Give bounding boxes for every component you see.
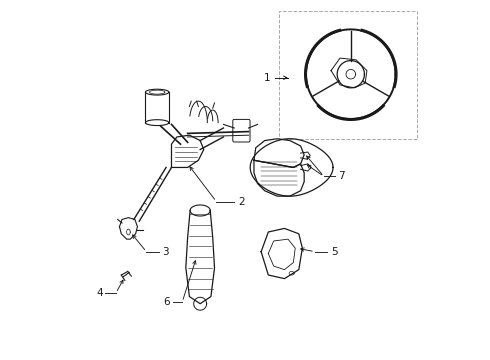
Text: 2: 2	[238, 197, 245, 207]
Text: 5: 5	[331, 247, 338, 257]
Bar	[279, 12, 417, 139]
Text: 4: 4	[97, 288, 103, 298]
Text: 1: 1	[264, 73, 270, 83]
Text: 6: 6	[163, 297, 170, 307]
Text: 7: 7	[338, 171, 345, 181]
Text: 3: 3	[163, 247, 169, 257]
